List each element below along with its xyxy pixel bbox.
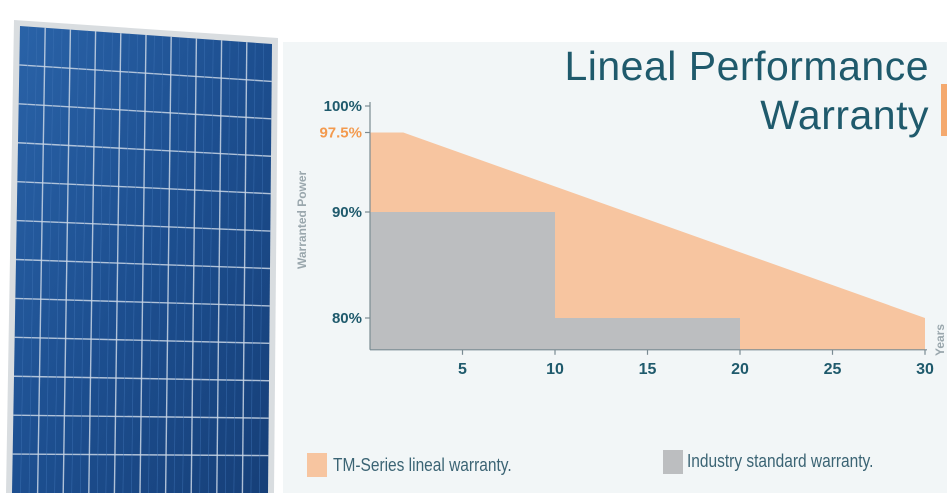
panel-subline: [105, 32, 113, 494]
panel-subline: [79, 30, 88, 494]
chart-title-line-2: Warranty: [760, 92, 929, 138]
y-tick-label: 90%: [332, 204, 362, 221]
y-tick-label: 100%: [324, 98, 362, 115]
solar-panel-graphic: [6, 20, 278, 494]
chart-title-line-1: Lineal Performance: [564, 43, 929, 89]
x-tick-label: 25: [824, 361, 842, 378]
panel-subline: [20, 26, 29, 494]
x-tick-label: 20: [731, 361, 749, 378]
series-area-industry: [370, 212, 740, 350]
title-accent-bar: [941, 84, 947, 136]
panel-subline: [233, 41, 239, 494]
legend-swatch-tm-series: [307, 453, 327, 477]
x-tick-label: 30: [916, 361, 934, 378]
panel-subline: [148, 35, 155, 494]
legend-swatch-industry: [663, 450, 683, 474]
panel-subline: [45, 28, 54, 494]
x-tick-label: 5: [458, 361, 467, 378]
panel-subline: [131, 34, 138, 494]
panel-subline: [28, 27, 38, 494]
panel-subline: [182, 37, 189, 494]
panel-subline: [122, 33, 130, 494]
panel-subline: [97, 31, 105, 494]
y-tick-label: 97.5%: [319, 125, 362, 142]
legend-label-tm-series: TM-Series lineal warranty.: [333, 455, 512, 475]
solar-panel-image: [0, 0, 290, 494]
x-tick-label: 15: [639, 361, 657, 378]
panel-subline: [225, 40, 231, 494]
panel-subline: [250, 42, 256, 494]
panel-subline: [207, 39, 214, 494]
legend-label-industry: Industry standard warranty.: [687, 451, 874, 471]
panel-subline: [173, 37, 180, 494]
y-axis-label: Warranted Power: [295, 170, 309, 269]
panel-subline: [54, 28, 63, 494]
panel-subline: [156, 36, 164, 494]
x-tick-label: 10: [546, 361, 564, 378]
panel-subline: [199, 39, 206, 494]
x-axis-label: Years: [933, 324, 947, 356]
panel-subline: [259, 43, 264, 494]
panel-subline: [71, 30, 80, 494]
y-tick-label: 80%: [332, 310, 362, 327]
